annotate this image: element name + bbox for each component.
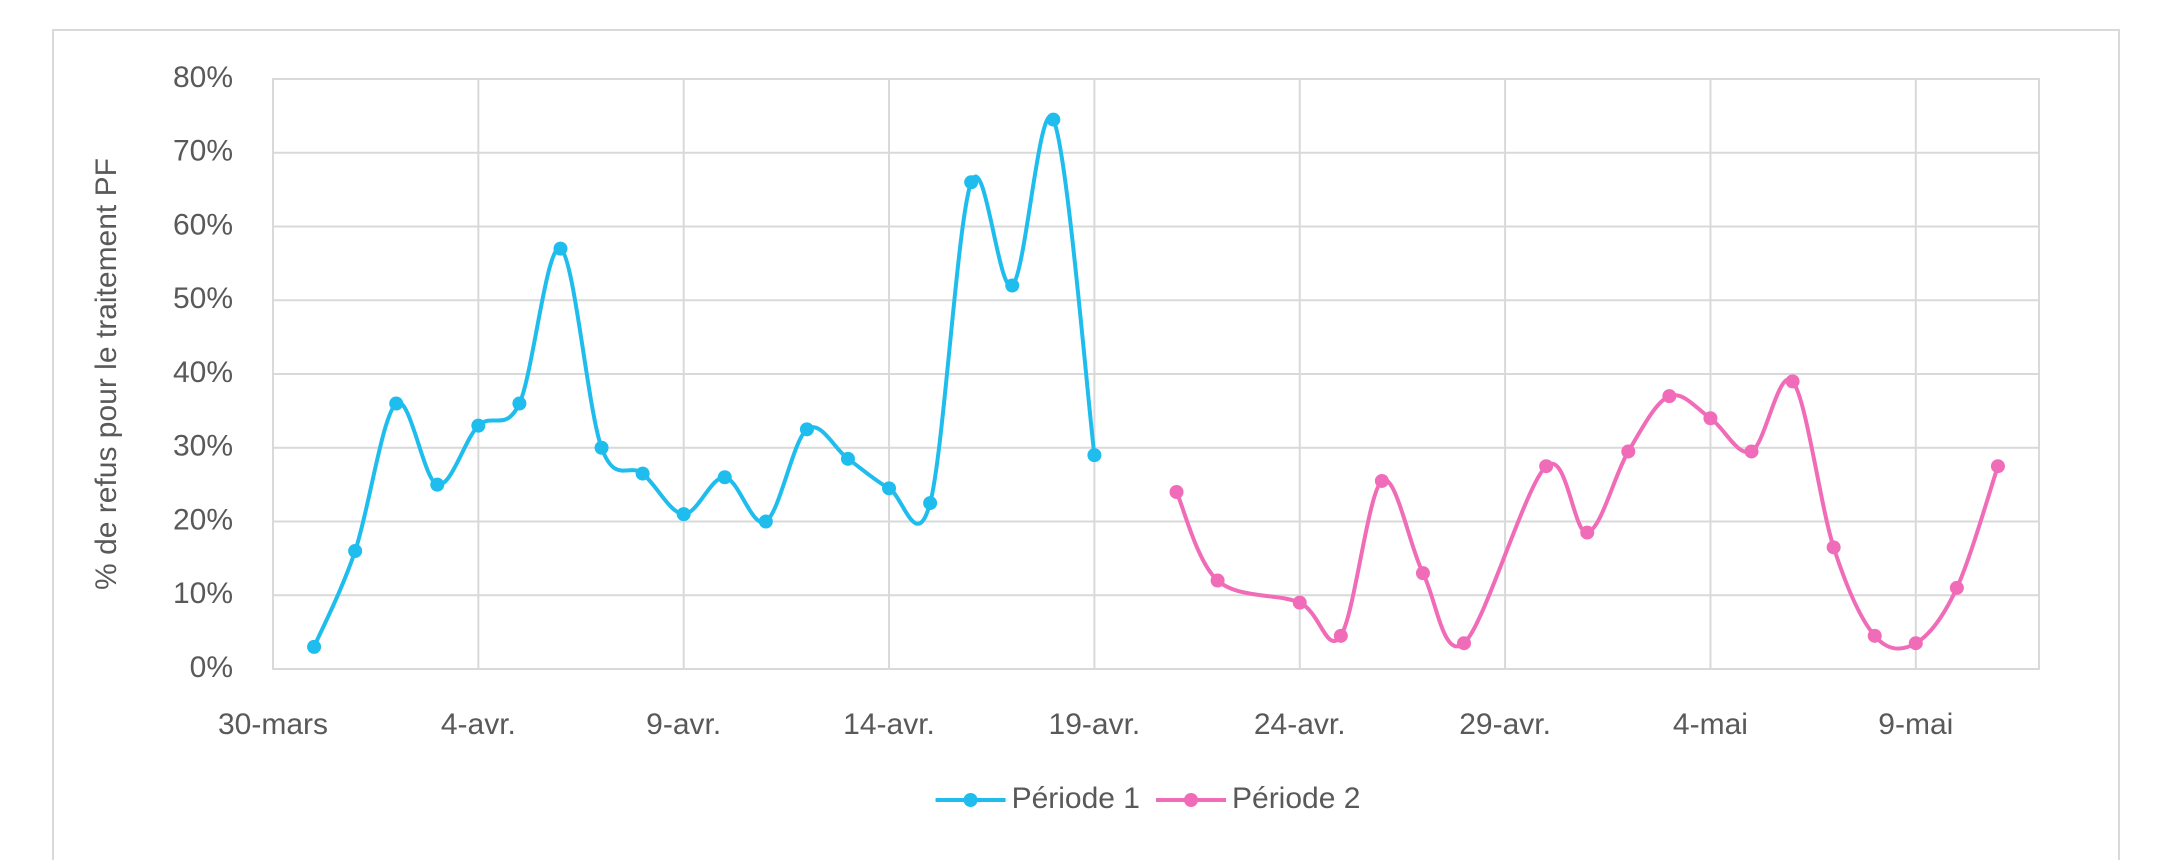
x-tick-label: 19-avr. bbox=[1049, 708, 1141, 741]
y-axis-title: % de refus pour le traitement PF bbox=[90, 158, 123, 590]
data-point bbox=[1744, 444, 1759, 459]
data-point bbox=[882, 481, 897, 496]
data-point bbox=[923, 496, 938, 511]
data-point bbox=[1949, 580, 1964, 595]
x-tick-label: 4-mai bbox=[1673, 708, 1748, 741]
x-tick-label: 14-avr. bbox=[843, 708, 935, 741]
legend-label: Période 1 bbox=[1012, 782, 1140, 815]
data-point bbox=[964, 175, 979, 190]
data-point bbox=[1580, 525, 1595, 540]
x-tick-label: 24-avr. bbox=[1254, 708, 1346, 741]
legend-marker bbox=[1184, 793, 1198, 807]
data-point bbox=[1210, 573, 1225, 588]
data-point bbox=[840, 451, 855, 466]
data-point bbox=[1990, 459, 2005, 474]
data-point bbox=[635, 466, 650, 481]
legend-label: Période 2 bbox=[1232, 782, 1360, 815]
data-point bbox=[1457, 636, 1472, 651]
data-point bbox=[594, 440, 609, 455]
y-tick-label: 80% bbox=[173, 61, 233, 94]
data-point bbox=[307, 639, 322, 654]
data-point bbox=[676, 507, 691, 522]
data-point bbox=[1415, 566, 1430, 581]
data-point bbox=[758, 514, 773, 529]
y-tick-label: 20% bbox=[173, 503, 233, 536]
y-tick-label: 30% bbox=[173, 430, 233, 463]
y-tick-label: 60% bbox=[173, 208, 233, 241]
plot-border bbox=[272, 78, 2040, 670]
data-point bbox=[553, 241, 568, 256]
chart-frame bbox=[52, 29, 2120, 860]
data-point bbox=[717, 470, 732, 485]
x-tick-label: 30-mars bbox=[218, 708, 328, 741]
data-point bbox=[348, 544, 363, 558]
data-point bbox=[1826, 540, 1841, 555]
y-tick-label: 10% bbox=[173, 577, 233, 610]
data-point bbox=[1785, 374, 1800, 389]
data-point bbox=[1867, 628, 1882, 643]
y-tick-label: 70% bbox=[173, 135, 233, 168]
data-point bbox=[1539, 459, 1554, 474]
data-point bbox=[1662, 389, 1677, 404]
data-point bbox=[471, 418, 486, 433]
data-point bbox=[799, 422, 814, 437]
data-point bbox=[1908, 636, 1923, 651]
legend-marker bbox=[963, 793, 978, 807]
data-point bbox=[1046, 112, 1061, 127]
y-tick-label: 0% bbox=[190, 651, 233, 684]
data-point bbox=[1292, 595, 1307, 610]
y-tick-label: 50% bbox=[173, 282, 233, 315]
x-tick-label: 9-mai bbox=[1878, 708, 1953, 741]
data-point bbox=[1169, 485, 1184, 499]
data-point bbox=[1374, 473, 1389, 488]
data-point bbox=[1087, 448, 1102, 463]
series-line bbox=[312, 114, 1097, 648]
data-point bbox=[512, 396, 527, 411]
x-tick-label: 9-avr. bbox=[646, 708, 721, 741]
x-tick-label: 4-avr. bbox=[441, 708, 516, 741]
data-point bbox=[430, 477, 445, 492]
data-point bbox=[1333, 628, 1348, 643]
data-point bbox=[1621, 444, 1636, 459]
x-tick-label: 29-avr. bbox=[1459, 708, 1551, 741]
data-point bbox=[1703, 411, 1718, 426]
data-point bbox=[389, 396, 404, 411]
data-point bbox=[1005, 278, 1020, 293]
y-tick-label: 40% bbox=[173, 356, 233, 389]
